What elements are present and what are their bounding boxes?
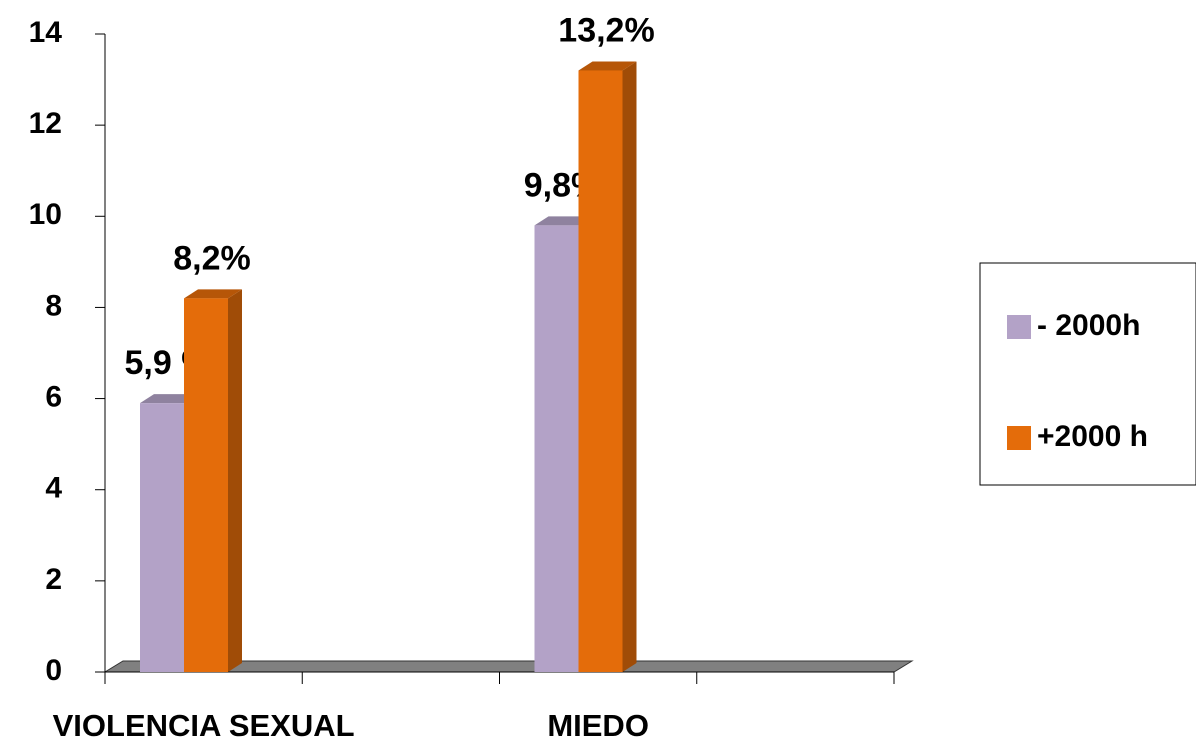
y-tick-label: 10 [29,198,62,231]
y-tick-label: 0 [45,654,62,687]
bar-face [228,289,242,672]
y-tick-label: 8 [45,289,62,322]
y-tick-label: 2 [45,563,62,596]
bar-face [140,394,198,404]
y-tick-label: 14 [29,16,63,49]
bar-face [534,225,579,672]
legend-label: +2000 h [1037,420,1148,453]
bar [184,289,242,672]
bar-face [534,216,593,226]
y-tick-label: 6 [45,380,62,413]
y-tick-label: 4 [45,472,62,505]
bar-face [140,403,184,672]
value-label: 13,2% [558,11,654,49]
legend-label: - 2000h [1037,309,1140,342]
bar-face [184,289,242,299]
value-label: 8,2% [173,239,251,277]
bar-face [578,61,637,71]
bar-face [622,61,637,672]
y-tick-label: 12 [29,107,62,140]
x-tick-label: VIOLENCIA SEXUAL [53,708,355,743]
bar-face [578,70,623,672]
x-tick-label: MIEDO [547,708,649,743]
bar-face [184,298,228,672]
legend-swatch [1007,426,1031,450]
bar [578,61,637,672]
legend-swatch [1007,315,1031,339]
